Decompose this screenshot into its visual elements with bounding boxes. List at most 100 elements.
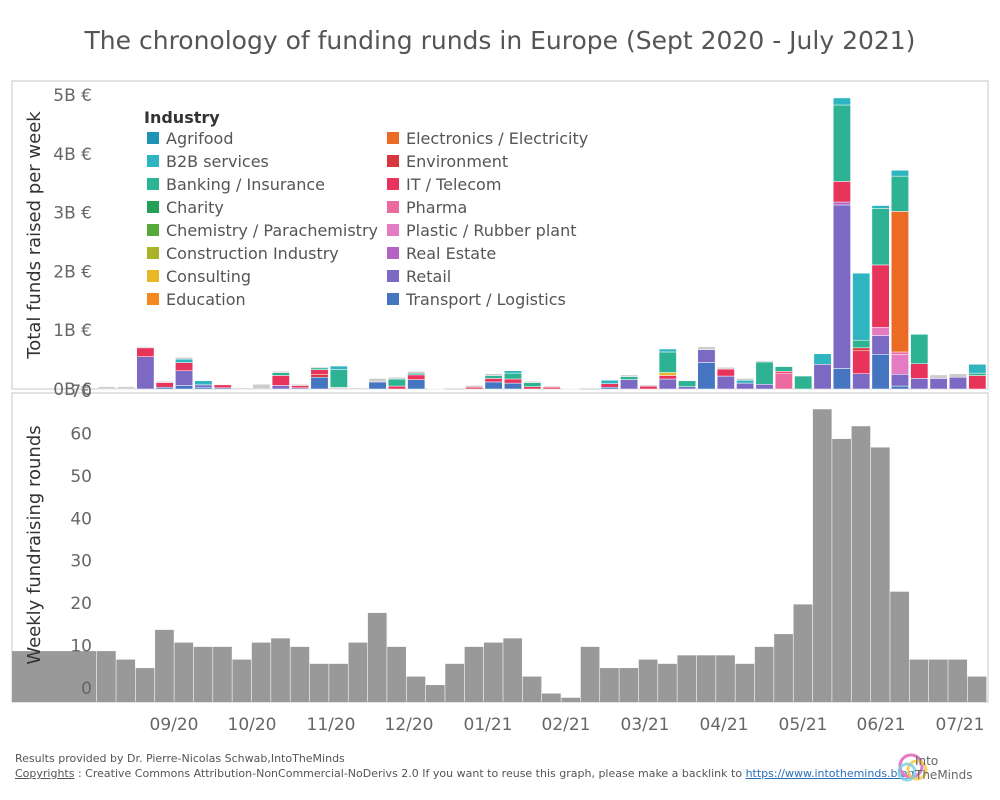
funds-bar-segment — [136, 356, 155, 390]
legend-item-label: Electronics / Electricity — [406, 129, 588, 148]
rounds-bar — [600, 668, 619, 702]
funds-bar-segment — [736, 378, 755, 381]
funds-bar-segment — [426, 388, 445, 390]
funds-bar-segment — [175, 385, 193, 390]
funds-bar-segment — [639, 384, 658, 387]
funds-bar-segment — [194, 384, 213, 388]
funds-bar-segment — [233, 387, 252, 390]
funds-bar-segment — [658, 378, 677, 390]
rounds-bar — [445, 663, 465, 702]
legend-item-label: Transport / Logistics — [405, 290, 566, 309]
funds-y-tick-label: 2B € — [53, 262, 92, 282]
funds-bar-segment — [484, 373, 503, 376]
funds-bar-segment — [310, 369, 329, 375]
funds-bar-segment — [794, 375, 813, 390]
funds-bar-segment — [716, 375, 735, 390]
rounds-y-tick-label: 60 — [70, 424, 92, 444]
funds-bar-segment — [155, 382, 174, 388]
funds-bar-segment — [813, 353, 832, 365]
legend-swatch — [387, 293, 399, 305]
rounds-y-axis-title: Weekly fundraising rounds — [24, 425, 45, 664]
legend-swatch — [147, 293, 159, 305]
funds-bar-segment — [697, 349, 716, 363]
chart-title: The chronology of funding runds in Europ… — [84, 26, 916, 55]
legend-item-label: Pharma — [406, 198, 467, 217]
funds-bar-segment — [891, 354, 909, 375]
funds-bar-segment — [484, 378, 503, 383]
funds-bar-segment — [891, 170, 909, 177]
legend-swatch — [147, 178, 159, 190]
rounds-bar — [754, 646, 774, 702]
funds-bar-segment — [774, 366, 793, 372]
funds-bar-segment — [736, 382, 755, 390]
funds-bar-segment — [716, 366, 735, 370]
legend-swatch — [387, 178, 399, 190]
funds-bar-segment — [774, 372, 793, 390]
funds-bar-segment — [968, 364, 987, 374]
funds-bar-segment — [832, 181, 851, 203]
x-tick-label: 01/21 — [464, 715, 513, 735]
rounds-bar — [561, 697, 581, 702]
legend-swatch — [147, 247, 159, 259]
rounds-bar — [851, 426, 871, 702]
funds-bar-segment — [271, 372, 290, 376]
x-tick-label: 09/20 — [150, 715, 199, 735]
funds-bar-segment — [658, 348, 677, 353]
rounds-bar — [619, 668, 639, 702]
rounds-bar — [251, 642, 271, 702]
rounds-bar — [329, 663, 348, 702]
rounds-bars — [12, 409, 987, 702]
x-tick-label: 11/20 — [307, 715, 356, 735]
rounds-bar — [793, 604, 813, 702]
copyright-link[interactable]: Copyrights — [15, 767, 75, 780]
funds-bar-segment — [329, 369, 348, 388]
rounds-bar — [909, 659, 929, 702]
funds-bar-segment — [697, 362, 716, 390]
funds-bar-segment — [329, 386, 348, 390]
funds-bar-segment — [697, 346, 716, 350]
funds-bar-segment — [349, 387, 368, 390]
funds-bar-segment — [968, 372, 987, 376]
funds-bar-segment — [600, 379, 619, 384]
rounds-y-tick-label: 10 — [70, 637, 92, 657]
credits-line-2: Copyrights : Creative Commons Attributio… — [15, 766, 914, 781]
legend-swatch — [147, 224, 159, 236]
funds-bar-segment — [639, 385, 658, 390]
x-tick-label: 06/21 — [857, 715, 906, 735]
rounds-bar — [542, 693, 561, 702]
rounds-bar — [967, 676, 987, 702]
rounds-bar — [309, 663, 329, 702]
rounds-bar — [735, 663, 755, 702]
legend-swatch — [387, 247, 399, 259]
funds-bar-segment — [813, 364, 832, 390]
legend-swatch — [147, 270, 159, 282]
rounds-bar — [948, 659, 968, 702]
funds-y-axis: 0B € 1B € 2B € 3B € 4B € 5B € Total funds rais… — [24, 86, 92, 400]
legend-item-label: Education — [166, 290, 246, 309]
rounds-bar — [12, 651, 97, 702]
funds-bar-segment — [755, 360, 774, 363]
x-tick-label: 05/21 — [779, 715, 828, 735]
logo-text-theminds: TheMinds — [914, 768, 972, 782]
funds-bar-segment — [504, 382, 522, 390]
funds-bar-segment — [387, 385, 406, 390]
legend-title: Industry — [144, 108, 220, 127]
funds-bar-segment — [871, 208, 890, 266]
funds-bars — [97, 97, 987, 390]
license-text: : Creative Commons Attribution-NonCommer… — [74, 767, 746, 780]
funds-y-tick-label: 3B € — [53, 204, 92, 224]
funds-bar-segment — [891, 374, 909, 387]
legend-swatch — [387, 201, 399, 213]
rounds-bar — [696, 655, 716, 702]
legend-item-label: Environment — [406, 152, 508, 171]
funds-bar-segment — [484, 375, 503, 379]
blog-link[interactable]: https://www.intotheminds.blog — [745, 767, 915, 780]
funds-bar-segment — [929, 378, 948, 390]
logo-text-into: Into — [915, 754, 938, 768]
funds-y-tick-label: 4B € — [53, 145, 92, 165]
funds-bar-segment — [929, 374, 948, 379]
rounds-bar — [387, 646, 406, 702]
funds-bar-segment — [678, 386, 697, 390]
funds-bar-segment — [175, 358, 193, 363]
funds-bar-segment — [291, 384, 310, 386]
